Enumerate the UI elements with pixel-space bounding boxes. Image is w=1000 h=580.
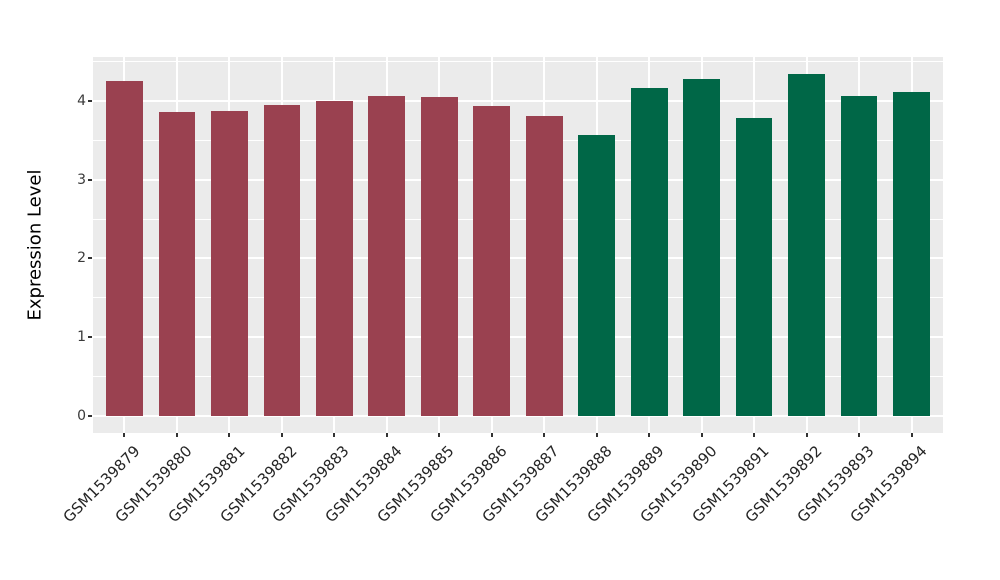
bar-GSM1539889 (630, 87, 668, 416)
gridline-minor (93, 297, 943, 299)
y-tick-mark (88, 257, 92, 260)
plot-panel (93, 57, 943, 433)
gridline-major (93, 100, 943, 103)
bar-GSM1539894 (893, 91, 930, 416)
x-tick-mark (805, 433, 808, 437)
x-tick-mark (490, 433, 493, 437)
gridline-major (93, 336, 943, 339)
y-tick-mark (88, 414, 92, 417)
x-tick-mark (910, 433, 913, 437)
x-tick-mark (280, 433, 283, 437)
y-tick-label: 1 (77, 329, 86, 346)
bar-GSM1539890 (683, 79, 720, 416)
x-tick-mark (753, 433, 756, 437)
bar-GSM1539879 (106, 81, 143, 416)
y-tick-mark (88, 336, 92, 339)
gridline-minor (93, 139, 943, 141)
bar-GSM1539880 (158, 112, 196, 416)
y-tick-label: 4 (77, 93, 86, 110)
y-tick-mark (88, 178, 92, 181)
x-tick-mark (175, 433, 178, 437)
x-tick-mark (385, 433, 388, 437)
bar-GSM1539893 (840, 96, 878, 416)
bar-GSM1539883 (315, 101, 353, 416)
x-tick-mark (543, 433, 546, 437)
bar-GSM1539884 (368, 96, 406, 416)
bar-GSM1539886 (473, 105, 511, 416)
x-tick-mark (333, 433, 336, 437)
bar-GSM1539892 (788, 74, 825, 416)
gridline-minor (93, 375, 943, 377)
bar-GSM1539885 (420, 97, 458, 416)
x-tick-mark (700, 433, 703, 437)
y-tick-mark (88, 100, 92, 103)
x-tick-mark (858, 433, 861, 437)
gridline-major (93, 257, 943, 260)
x-tick-mark (648, 433, 651, 437)
bar-GSM1539888 (578, 134, 616, 416)
x-tick-mark (228, 433, 231, 437)
gridline-minor (93, 61, 943, 63)
x-tick-mark (123, 433, 126, 437)
y-tick-label: 0 (77, 407, 86, 424)
x-tick-mark (595, 433, 598, 437)
x-tick-mark (438, 433, 441, 437)
y-tick-label: 2 (77, 250, 86, 267)
bar-GSM1539881 (211, 111, 248, 416)
gridline-major (93, 178, 943, 181)
bar-GSM1539887 (525, 115, 563, 416)
gridline-minor (93, 218, 943, 220)
bar-GSM1539891 (735, 118, 773, 416)
gridline-major (93, 414, 943, 417)
bar-GSM1539882 (263, 104, 301, 416)
y-axis-title: Expression Level (24, 169, 46, 321)
y-tick-label: 3 (77, 171, 86, 188)
